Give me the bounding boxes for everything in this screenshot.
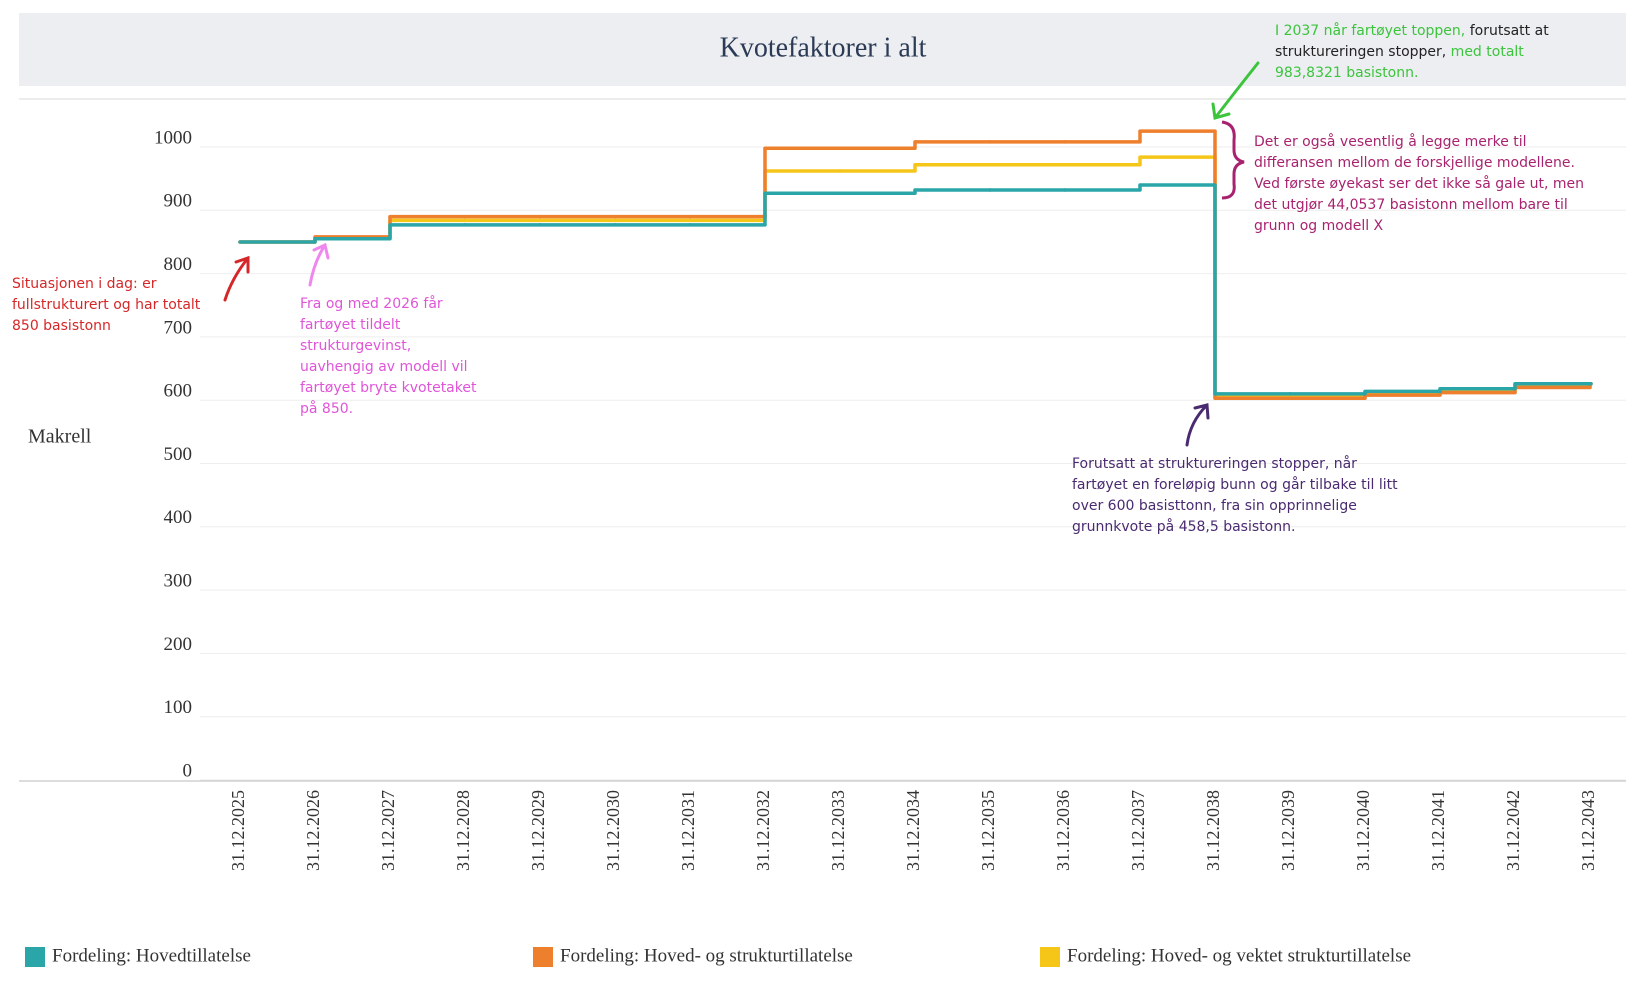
x-tick-label: 31.12.2039 xyxy=(1278,790,1298,871)
y-tick-label: 700 xyxy=(164,317,193,338)
annotation: Situasjonen i dag: er fullstrukturert og… xyxy=(12,276,201,334)
y-tick-label: 600 xyxy=(164,381,193,402)
x-tick-label: 31.12.2038 xyxy=(1203,790,1223,871)
chart-title: Kvotefaktorer i alt xyxy=(720,32,927,63)
x-tick-label: 31.12.2041 xyxy=(1428,790,1448,871)
annotation: I 2037 når fartøyet toppen, forutsatt at… xyxy=(1275,21,1575,84)
x-tick-label: 31.12.2032 xyxy=(753,790,773,871)
legend-swatch xyxy=(533,947,553,967)
x-tick-label: 31.12.2042 xyxy=(1503,790,1523,871)
y-tick-label: 200 xyxy=(164,634,193,655)
x-tick-label: 31.12.2033 xyxy=(828,790,848,871)
y-tick-label: 400 xyxy=(164,507,193,528)
x-tick-label: 31.12.2037 xyxy=(1128,790,1148,871)
y-tick-label: 500 xyxy=(164,444,193,465)
y-tick-label: 100 xyxy=(164,697,193,718)
x-tick-label: 31.12.2026 xyxy=(303,790,323,871)
legend-label: Fordeling: Hoved- og vektet strukturtill… xyxy=(1067,945,1411,966)
annotation-part: I 2037 når fartøyet toppen, xyxy=(1275,23,1466,39)
brace xyxy=(1221,120,1245,200)
legend-label: Fordeling: Hovedtillatelse xyxy=(52,945,251,966)
y-tick-label: 1000 xyxy=(154,127,192,148)
legend-swatch xyxy=(1040,947,1060,967)
x-tick-label: 31.12.2034 xyxy=(903,790,923,871)
x-tick-label: 31.12.2035 xyxy=(978,790,998,871)
legend-swatch xyxy=(25,947,45,967)
y-axis-label: Makrell xyxy=(28,426,92,448)
x-tick-label: 31.12.2036 xyxy=(1053,790,1073,871)
annotation: Det er også vesentlig å legge merke til … xyxy=(1254,134,1585,234)
annotation-part: med totalt 983,8321 basistonn. xyxy=(1275,44,1524,81)
arrow xyxy=(223,255,250,302)
x-tick-label: 31.12.2029 xyxy=(528,790,548,871)
title-band xyxy=(19,13,1626,86)
arrow xyxy=(1211,61,1260,120)
y-tick-label: 0 xyxy=(183,760,193,781)
y-tick-label: 300 xyxy=(164,570,193,591)
legend-label: Fordeling: Hoved- og strukturtillatelse xyxy=(560,945,853,966)
x-tick-label: 31.12.2030 xyxy=(603,790,623,871)
y-tick-label: 900 xyxy=(164,191,193,212)
arrow xyxy=(308,242,330,287)
x-tick-label: 31.12.2027 xyxy=(378,790,398,871)
annotation: Fra og med 2026 får fartøyet tildelt str… xyxy=(300,296,477,417)
x-tick-label: 31.12.2028 xyxy=(453,790,473,871)
series xyxy=(238,183,1593,396)
annotation-part: forutsatt at struktureringen stopper, xyxy=(1275,23,1549,60)
annotation: Forutsatt at struktureringen stopper, nå… xyxy=(1072,456,1398,535)
arrow xyxy=(1185,403,1210,447)
y-tick-label: 800 xyxy=(164,254,193,275)
x-tick-label: 31.12.2031 xyxy=(678,790,698,871)
x-tick-label: 31.12.2043 xyxy=(1578,790,1598,871)
x-tick-label: 31.12.2025 xyxy=(228,790,248,871)
x-tick-label: 31.12.2040 xyxy=(1353,790,1373,871)
